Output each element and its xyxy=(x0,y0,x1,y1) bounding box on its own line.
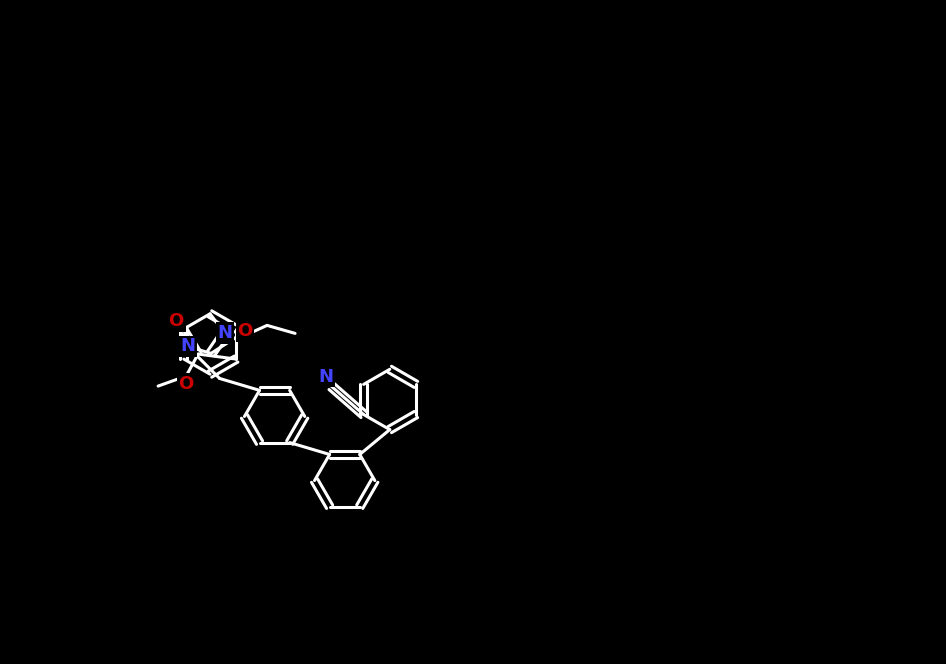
Text: N: N xyxy=(318,368,333,386)
Text: O: O xyxy=(179,375,194,393)
Text: N: N xyxy=(180,337,195,355)
Text: O: O xyxy=(237,323,253,341)
Text: O: O xyxy=(168,312,184,330)
Text: N: N xyxy=(218,324,233,342)
